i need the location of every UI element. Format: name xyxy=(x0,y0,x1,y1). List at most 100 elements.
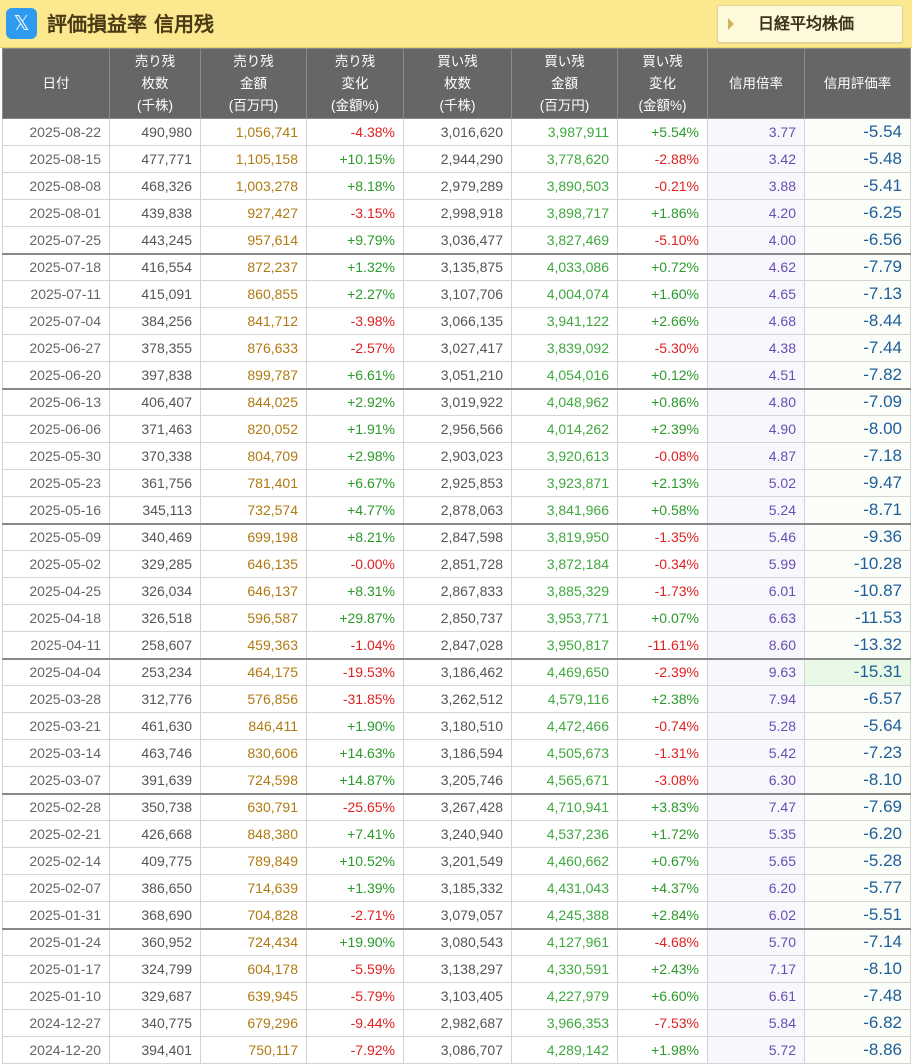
cell-margin-ratio: 8.60 xyxy=(707,631,805,659)
cell-sell-amount: 596,587 xyxy=(200,604,307,632)
cell-sell-change: +1.90% xyxy=(306,712,404,740)
cell-buy-amount: 3,885,329 xyxy=(511,577,618,605)
cell-sell-qty: 326,518 xyxy=(109,604,201,632)
cell-sell-change: +4.77% xyxy=(306,496,404,524)
cell-sell-qty: 340,469 xyxy=(109,522,201,551)
cell-buy-qty: 2,850,737 xyxy=(403,604,512,632)
cell-buy-change: -0.21% xyxy=(617,172,708,200)
cell-eval-rate: -9.36 xyxy=(804,522,911,551)
cell-sell-qty: 463,746 xyxy=(109,739,201,767)
cell-sell-change: -5.79% xyxy=(306,982,404,1010)
cell-date: 2025-03-07 xyxy=(2,766,110,794)
cell-sell-change: +8.31% xyxy=(306,577,404,605)
table-row: 2025-03-28 312,776 576,856 -31.85% 3,262,512… xyxy=(2,685,911,713)
x-logo-icon[interactable]: 𝕏 xyxy=(6,8,37,39)
cell-eval-rate: -7.23 xyxy=(804,739,911,767)
column-header: 売り残 金額 (百万円) xyxy=(200,48,307,119)
cell-sell-change: +9.79% xyxy=(306,226,404,254)
table-row: 2025-01-17 324,799 604,178 -5.59% 3,138,297 4… xyxy=(2,955,911,983)
cell-buy-qty: 3,103,405 xyxy=(403,982,512,1010)
cell-sell-change: -9.44% xyxy=(306,1009,404,1037)
cell-buy-amount: 4,431,043 xyxy=(511,874,618,902)
cell-sell-qty: 378,355 xyxy=(109,334,201,362)
cell-eval-rate: -5.48 xyxy=(804,145,911,173)
cell-sell-change: -3.15% xyxy=(306,199,404,227)
cell-eval-rate: -5.77 xyxy=(804,874,911,902)
cell-margin-ratio: 5.28 xyxy=(707,712,805,740)
cell-sell-amount: 646,137 xyxy=(200,577,307,605)
cell-date: 2025-03-14 xyxy=(2,739,110,767)
cell-eval-rate: -5.51 xyxy=(804,901,911,929)
cell-sell-amount: 848,380 xyxy=(200,820,307,848)
cell-sell-change: -19.53% xyxy=(306,657,404,686)
cell-date: 2025-04-11 xyxy=(2,631,110,659)
cell-sell-qty: 368,690 xyxy=(109,901,201,929)
cell-buy-change: +2.43% xyxy=(617,955,708,983)
cell-sell-change: +14.63% xyxy=(306,739,404,767)
cell-sell-amount: 1,105,158 xyxy=(200,145,307,173)
cell-eval-rate: -5.64 xyxy=(804,712,911,740)
cell-sell-qty: 490,980 xyxy=(109,118,201,146)
cell-eval-rate: -8.00 xyxy=(804,415,911,443)
cell-eval-rate: -8.86 xyxy=(804,1036,911,1064)
cell-buy-qty: 2,982,687 xyxy=(403,1009,512,1037)
cell-buy-change: -2.88% xyxy=(617,145,708,173)
cell-buy-amount: 3,819,950 xyxy=(511,522,618,551)
column-header: 信用評価率 xyxy=(804,48,911,119)
cell-margin-ratio: 5.02 xyxy=(707,469,805,497)
cell-buy-change: -1.73% xyxy=(617,577,708,605)
column-header-line: 変化 xyxy=(341,75,369,91)
cell-sell-change: +7.41% xyxy=(306,820,404,848)
cell-eval-rate: -6.20 xyxy=(804,820,911,848)
column-header: 売り残 枚数 (千株) xyxy=(109,48,201,119)
cell-margin-ratio: 3.77 xyxy=(707,118,805,146)
cell-sell-qty: 312,776 xyxy=(109,685,201,713)
cell-sell-change: +19.90% xyxy=(306,927,404,956)
cell-eval-rate: -11.53 xyxy=(804,604,911,632)
cell-sell-change: +10.15% xyxy=(306,145,404,173)
cell-sell-change: -25.65% xyxy=(306,792,404,821)
table-row: 2025-02-14 409,775 789,849 +10.52% 3,201,549… xyxy=(2,847,911,875)
cell-date: 2025-07-25 xyxy=(2,226,110,254)
cell-buy-amount: 3,872,184 xyxy=(511,550,618,578)
cell-buy-qty: 2,998,918 xyxy=(403,199,512,227)
cell-sell-amount: 844,025 xyxy=(200,387,307,416)
nikkei-average-button[interactable]: 日経平均株価 xyxy=(717,5,903,43)
cell-eval-rate: -8.44 xyxy=(804,307,911,335)
cell-margin-ratio: 4.51 xyxy=(707,361,805,389)
cell-sell-qty: 350,738 xyxy=(109,792,201,821)
table-row: 2025-08-01 439,838 927,427 -3.15% 2,998,918 3… xyxy=(2,199,911,227)
cell-buy-change: +2.84% xyxy=(617,901,708,929)
cell-sell-amount: 804,709 xyxy=(200,442,307,470)
cell-eval-rate: -6.82 xyxy=(804,1009,911,1037)
table-row: 2025-04-11 258,607 459,363 -1.04% 2,847,028 3… xyxy=(2,631,911,659)
column-header-line: 変化 xyxy=(649,75,676,91)
cell-margin-ratio: 4.68 xyxy=(707,307,805,335)
column-header-line: (金額%) xyxy=(638,97,687,113)
cell-buy-qty: 3,138,297 xyxy=(403,955,512,983)
cell-eval-rate: -8.10 xyxy=(804,955,911,983)
table-row: 2025-05-30 370,338 804,709 +2.98% 2,903,023 3… xyxy=(2,442,911,470)
cell-buy-change: +1.60% xyxy=(617,280,708,308)
cell-sell-amount: 459,363 xyxy=(200,631,307,659)
cell-eval-rate: -7.69 xyxy=(804,792,911,821)
cell-margin-ratio: 5.24 xyxy=(707,496,805,524)
cell-buy-amount: 4,460,662 xyxy=(511,847,618,875)
cell-buy-amount: 3,839,092 xyxy=(511,334,618,362)
cell-buy-qty: 3,051,210 xyxy=(403,361,512,389)
table-row: 2025-01-10 329,687 639,945 -5.79% 3,103,405 4… xyxy=(2,982,911,1010)
cell-date: 2025-04-04 xyxy=(2,657,110,686)
cell-sell-amount: 1,003,278 xyxy=(200,172,307,200)
cell-eval-rate: -8.71 xyxy=(804,496,911,524)
cell-buy-amount: 4,579,116 xyxy=(511,685,618,713)
cell-margin-ratio: 9.63 xyxy=(707,657,805,686)
cell-sell-change: -31.85% xyxy=(306,685,404,713)
column-header-line: 売り残 xyxy=(233,53,274,69)
table-row: 2025-07-25 443,245 957,614 +9.79% 3,036,477 3… xyxy=(2,226,911,254)
cell-sell-change: +29.87% xyxy=(306,604,404,632)
cell-margin-ratio: 6.20 xyxy=(707,874,805,902)
cell-sell-qty: 416,554 xyxy=(109,252,201,281)
cell-eval-rate: -7.82 xyxy=(804,361,911,389)
cell-buy-amount: 4,565,671 xyxy=(511,766,618,794)
cell-margin-ratio: 4.38 xyxy=(707,334,805,362)
